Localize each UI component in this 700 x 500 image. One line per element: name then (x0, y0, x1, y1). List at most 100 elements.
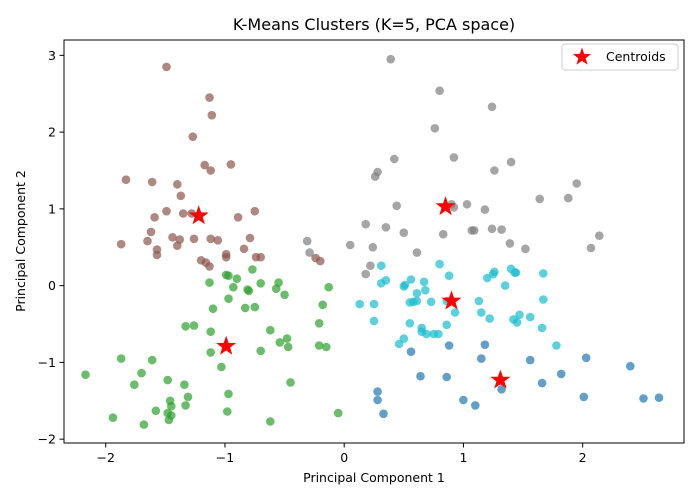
data-point (139, 420, 149, 429)
data-point (243, 285, 252, 294)
data-point (477, 354, 486, 363)
data-point (586, 243, 596, 253)
data-point (480, 340, 490, 350)
data-point (521, 244, 530, 254)
data-point (271, 284, 281, 294)
data-point (412, 289, 422, 298)
data-point (178, 209, 188, 218)
x-tick-label: 1 (459, 450, 467, 465)
data-point (147, 355, 157, 365)
y-tick-label: −1 (38, 355, 56, 370)
data-point (147, 177, 157, 187)
data-point (146, 227, 156, 237)
data-point (474, 296, 484, 306)
data-point (442, 320, 452, 330)
x-tick-label: −1 (216, 450, 234, 465)
y-axis-label: Principal Component 2 (13, 170, 28, 312)
data-point (137, 368, 146, 378)
data-point (206, 166, 215, 175)
data-point (333, 408, 343, 418)
data-point (361, 219, 371, 229)
data-point (324, 282, 334, 292)
data-point (206, 348, 215, 357)
legend-centroid-marker (573, 47, 591, 65)
data-point (386, 54, 396, 64)
data-point (552, 341, 561, 350)
data-point (497, 225, 506, 234)
data-point (162, 206, 171, 216)
data-point (224, 271, 233, 281)
data-point (205, 93, 214, 102)
data-point (412, 296, 422, 306)
data-point (483, 273, 492, 283)
data-point (444, 341, 454, 350)
data-point (229, 282, 238, 292)
data-point (485, 314, 495, 323)
x-tick-label: −2 (97, 450, 115, 465)
data-point (143, 236, 152, 246)
data-point (116, 239, 126, 249)
data-point (480, 205, 490, 214)
data-point (381, 223, 391, 232)
data-point (422, 329, 431, 339)
data-point (539, 295, 548, 304)
data-point (373, 395, 382, 405)
data-point (537, 378, 547, 388)
data-point (151, 406, 161, 416)
data-point (525, 312, 535, 322)
data-point (224, 389, 233, 399)
data-point (406, 275, 416, 284)
data-point (150, 213, 159, 222)
data-point (314, 341, 324, 350)
data-point (511, 268, 521, 277)
data-point (369, 316, 379, 326)
data-point (256, 279, 266, 288)
y-tick-label: 3 (48, 48, 56, 63)
data-point (366, 261, 375, 271)
data-point (434, 329, 443, 339)
data-point (121, 175, 131, 184)
x-axis: −2 −1 0 1 2 (97, 443, 587, 465)
data-point (595, 231, 604, 240)
data-point (626, 361, 635, 371)
data-point (390, 154, 399, 164)
data-point (581, 353, 591, 363)
data-point (572, 179, 581, 188)
data-point (469, 226, 479, 235)
data-point (435, 259, 444, 269)
data-point (176, 191, 186, 201)
centroid-marker (216, 335, 237, 355)
data-point (205, 278, 214, 287)
data-point (213, 236, 223, 245)
data-point (250, 206, 260, 216)
data-point (240, 303, 250, 313)
legend-box (561, 43, 679, 71)
data-point (419, 277, 429, 287)
data-point (406, 347, 416, 357)
data-point (232, 274, 242, 284)
data-point (500, 281, 510, 290)
data-point (286, 378, 295, 387)
data-point (477, 308, 486, 317)
centroid-marker (435, 196, 456, 216)
data-point (426, 297, 436, 307)
data-point (405, 319, 415, 328)
y-tick-label: −2 (38, 432, 56, 447)
data-point (283, 342, 293, 352)
legend: Centroids (561, 43, 679, 71)
data-point (416, 371, 425, 381)
data-point (305, 248, 314, 257)
data-point (189, 234, 199, 244)
data-point (471, 401, 480, 410)
data-point (250, 302, 260, 312)
y-tick-label: 2 (48, 125, 56, 140)
data-point (525, 355, 535, 365)
data-point (490, 166, 499, 175)
data-point (223, 407, 232, 416)
data-point (368, 243, 378, 252)
legend-label-centroids: Centroids (606, 49, 666, 64)
centroid-marker (441, 290, 462, 310)
data-point (239, 244, 249, 254)
data-point (152, 250, 162, 260)
data-point (392, 201, 402, 211)
